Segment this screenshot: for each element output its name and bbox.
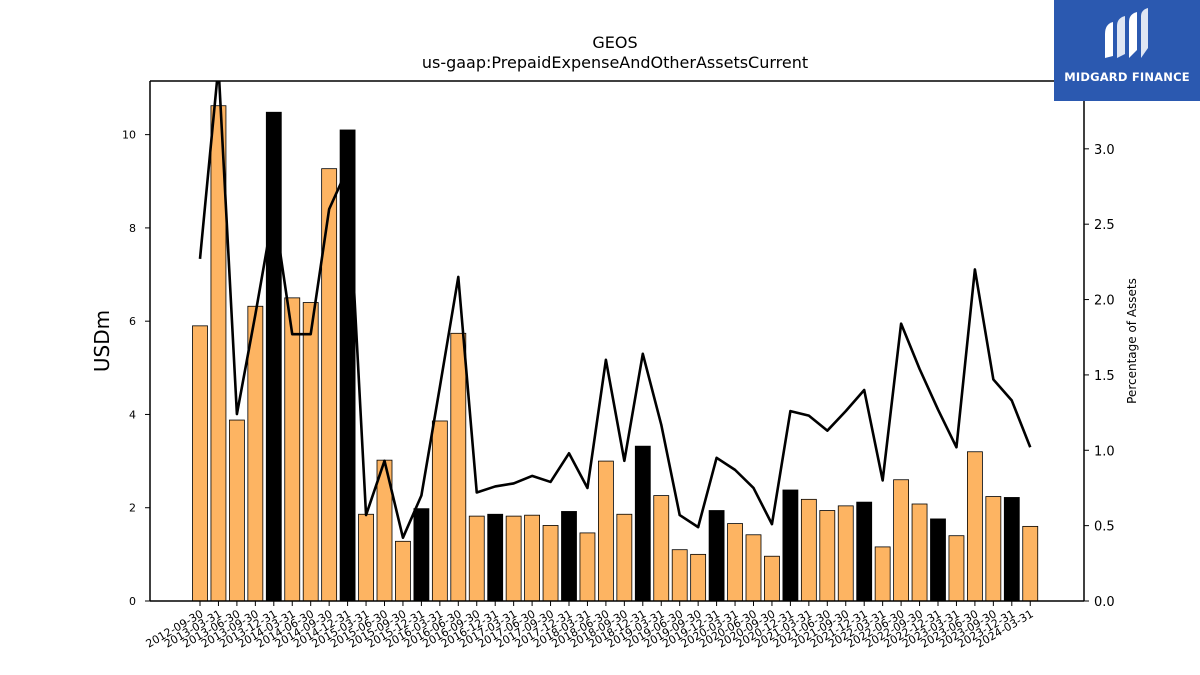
bar xyxy=(856,501,873,602)
bar xyxy=(228,419,245,602)
axes: 02468100.00.51.01.52.02.53.02012-09-3020… xyxy=(122,80,1115,651)
bar xyxy=(985,496,1002,602)
bar xyxy=(616,513,633,602)
y-tick-label: 2 xyxy=(129,502,136,515)
y-axis-label: USDm xyxy=(90,310,114,372)
bar xyxy=(893,479,909,602)
bar xyxy=(948,535,965,602)
bar xyxy=(598,460,614,602)
bar xyxy=(708,510,725,602)
bar xyxy=(1003,497,1020,602)
brand-logo: MIDGARD FINANCE xyxy=(1054,0,1200,101)
bar xyxy=(450,332,467,602)
bar xyxy=(764,555,780,602)
bar xyxy=(782,489,799,602)
y2-tick-label: 0.5 xyxy=(1094,520,1115,535)
bar xyxy=(192,325,208,602)
bar xyxy=(542,525,559,602)
bar xyxy=(579,532,596,602)
chart-subtitle: us-gaap:PrepaidExpenseAndOtherAssetsCurr… xyxy=(422,53,808,72)
bar xyxy=(745,534,762,602)
bar xyxy=(395,540,411,602)
line-group xyxy=(198,81,1032,540)
y2-axis-label: Percentage of Assets xyxy=(1125,278,1139,404)
bar xyxy=(653,495,670,602)
bar xyxy=(247,305,264,602)
bar xyxy=(561,511,577,602)
bar xyxy=(505,515,522,602)
percentage-line xyxy=(198,81,1032,540)
bar xyxy=(431,420,448,602)
bar xyxy=(634,445,651,602)
bar xyxy=(468,515,485,602)
bar xyxy=(911,503,928,602)
bar xyxy=(690,553,707,602)
y-tick-label: 6 xyxy=(129,315,136,328)
bar xyxy=(265,111,282,602)
y-tick-label: 4 xyxy=(129,408,136,421)
bar xyxy=(302,302,319,602)
bar xyxy=(1022,525,1039,602)
chart-title: GEOS xyxy=(592,33,637,52)
y2-tick-label: 2.5 xyxy=(1094,218,1115,233)
y2-tick-label: 3.0 xyxy=(1094,143,1115,158)
y2-tick-label: 2.0 xyxy=(1094,294,1115,309)
bar xyxy=(321,168,338,602)
bar xyxy=(339,129,356,602)
bar xyxy=(524,514,540,602)
y-tick-label: 8 xyxy=(129,222,136,235)
bar xyxy=(967,451,983,602)
bar xyxy=(487,513,504,602)
bar-group xyxy=(192,105,1039,602)
bar xyxy=(930,518,946,602)
logo-mark-icon xyxy=(1105,8,1148,58)
logo-text: MIDGARD FINANCE xyxy=(1064,70,1190,84)
y-tick-label: 0 xyxy=(129,595,136,608)
y-tick-label: 10 xyxy=(122,129,136,142)
bar xyxy=(874,546,891,602)
bar xyxy=(413,508,430,602)
bar xyxy=(727,523,743,602)
bar xyxy=(837,505,854,602)
y2-tick-label: 0.0 xyxy=(1094,595,1115,610)
y2-tick-label: 1.5 xyxy=(1094,369,1115,384)
bar xyxy=(671,549,688,602)
bar xyxy=(284,297,301,602)
bar xyxy=(819,510,836,602)
bar xyxy=(800,498,817,602)
y2-tick-label: 1.0 xyxy=(1094,444,1115,459)
bar xyxy=(358,513,374,602)
